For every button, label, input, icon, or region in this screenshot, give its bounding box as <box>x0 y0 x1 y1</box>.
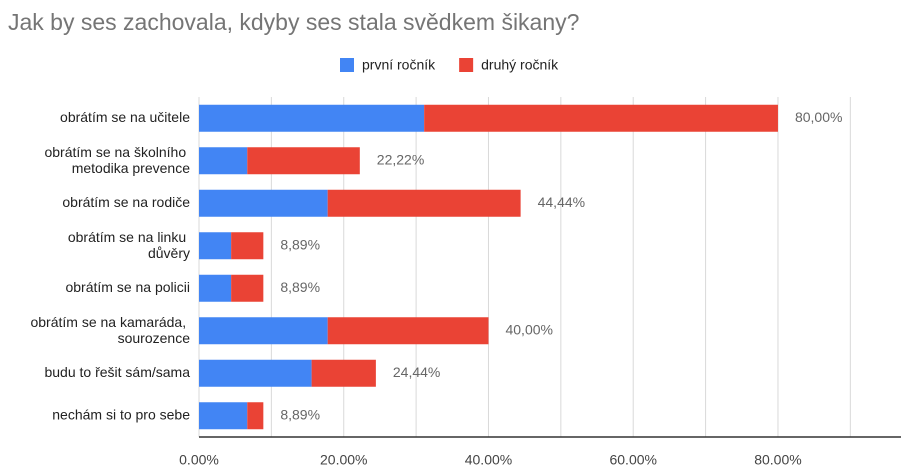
legend-label: první ročník <box>362 57 436 73</box>
y-tick-label: obrátím se na linku důvěry <box>68 228 190 260</box>
y-tick-label: nechám si to pro sebe <box>52 406 190 422</box>
x-tick-label: 80.00% <box>754 452 801 468</box>
bar-segment <box>199 104 425 132</box>
bar-segment <box>199 359 312 387</box>
bar-segment <box>247 147 360 175</box>
x-tick-label: 40.00% <box>465 452 512 468</box>
legend-label: druhý ročník <box>481 57 559 73</box>
total-label: 40,00% <box>505 321 552 337</box>
y-tick-label: budu to řešit sám/sama <box>44 364 190 380</box>
bar-segment <box>327 189 521 217</box>
total-label: 22,22% <box>377 151 424 167</box>
total-label: 8,89% <box>280 279 320 295</box>
bar-segment <box>247 402 264 430</box>
bar-segment <box>311 359 376 387</box>
x-tick-label: 20.00% <box>320 452 367 468</box>
bar-segment <box>199 274 232 302</box>
chart-title: Jak by ses zachovala, kdyby ses stala sv… <box>8 9 579 35</box>
legend-swatch <box>459 58 474 72</box>
bar-segment <box>199 189 328 217</box>
y-tick-label: obrátím se na školního metodika prevence <box>44 143 190 175</box>
total-label: 80,00% <box>795 109 842 125</box>
total-label: 8,89% <box>280 406 320 422</box>
legend-swatch <box>340 58 354 72</box>
bar-segment <box>199 232 232 260</box>
total-label: 44,44% <box>538 194 585 210</box>
total-label: 8,89% <box>280 236 320 252</box>
bar-segment <box>327 317 489 345</box>
x-tick-label: 60.00% <box>609 452 656 468</box>
bar-segment <box>231 232 264 260</box>
total-label: 24,44% <box>393 364 440 380</box>
x-tick-label: 0.00% <box>179 452 219 468</box>
bar-segment <box>199 317 328 345</box>
bar-segment <box>199 147 248 175</box>
y-tick-label: obrátím se na rodiče <box>62 194 190 210</box>
bar-segment <box>424 104 778 132</box>
y-tick-label: obrátím se na kamaráda, sourozence <box>30 313 190 345</box>
bar-segment <box>231 274 264 302</box>
y-tick-label: obrátím se na učitele <box>60 109 190 125</box>
y-tick-label: obrátím se na policii <box>65 279 190 295</box>
bar-segment <box>199 402 248 430</box>
